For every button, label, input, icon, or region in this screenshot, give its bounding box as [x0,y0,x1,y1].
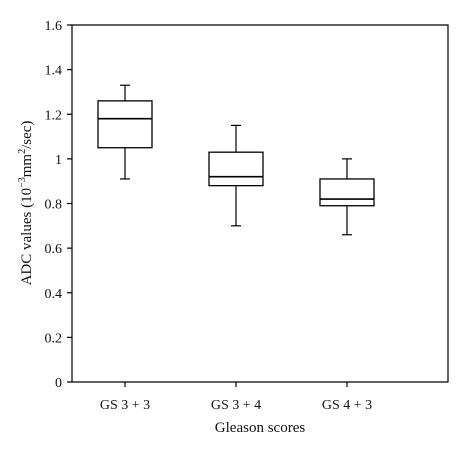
x-tick-label: GS 3 + 3 [100,398,150,413]
y-axis-title-prefix: ADC values (10 [19,188,35,286]
y-tick-label: 0.8 [45,198,63,213]
y-tick-label: 1.4 [45,64,63,79]
x-axis-title: Gleason scores [215,420,306,436]
iqr-box [97,100,153,149]
y-tick-label: 0 [55,376,62,391]
y-axis-title-suffix: /sec) [19,121,35,149]
y-tick-label: 1 [55,153,62,168]
plot-frame [71,24,449,383]
x-tick-label: GS 3 + 4 [211,398,261,413]
box-2 [208,124,264,227]
iqr-box [319,178,375,207]
y-axis-title-exp2: 2 [17,149,28,154]
plot-area: 0 0.2 0.4 0.6 0.8 1 1.2 1.4 1.6 GS 3 + 3 GS 3 + 4… [45,19,449,413]
y-axis-ticks: 0 0.2 0.4 0.6 0.8 1 1.2 1.4 1.6 [45,19,72,391]
y-tick-label: 1.2 [45,108,63,123]
y-tick-label: 0.6 [45,242,63,257]
y-axis-title-mid: mm [19,154,35,178]
iqr-box [208,151,264,187]
x-tick-label: GS 4 + 3 [322,398,372,413]
box-1 [97,84,153,180]
y-tick-label: 0.4 [45,287,63,302]
y-axis-title: ADC values (10−3mm2/sec) [17,121,35,286]
y-axis-title-exp1: −3 [17,177,28,188]
box-series [97,84,375,236]
box-3 [319,158,375,236]
x-axis-ticks: GS 3 + 3 GS 3 + 4 GS 4 + 3 [100,382,372,413]
y-tick-label: 0.2 [45,331,63,346]
y-tick-label: 1.6 [45,19,63,34]
